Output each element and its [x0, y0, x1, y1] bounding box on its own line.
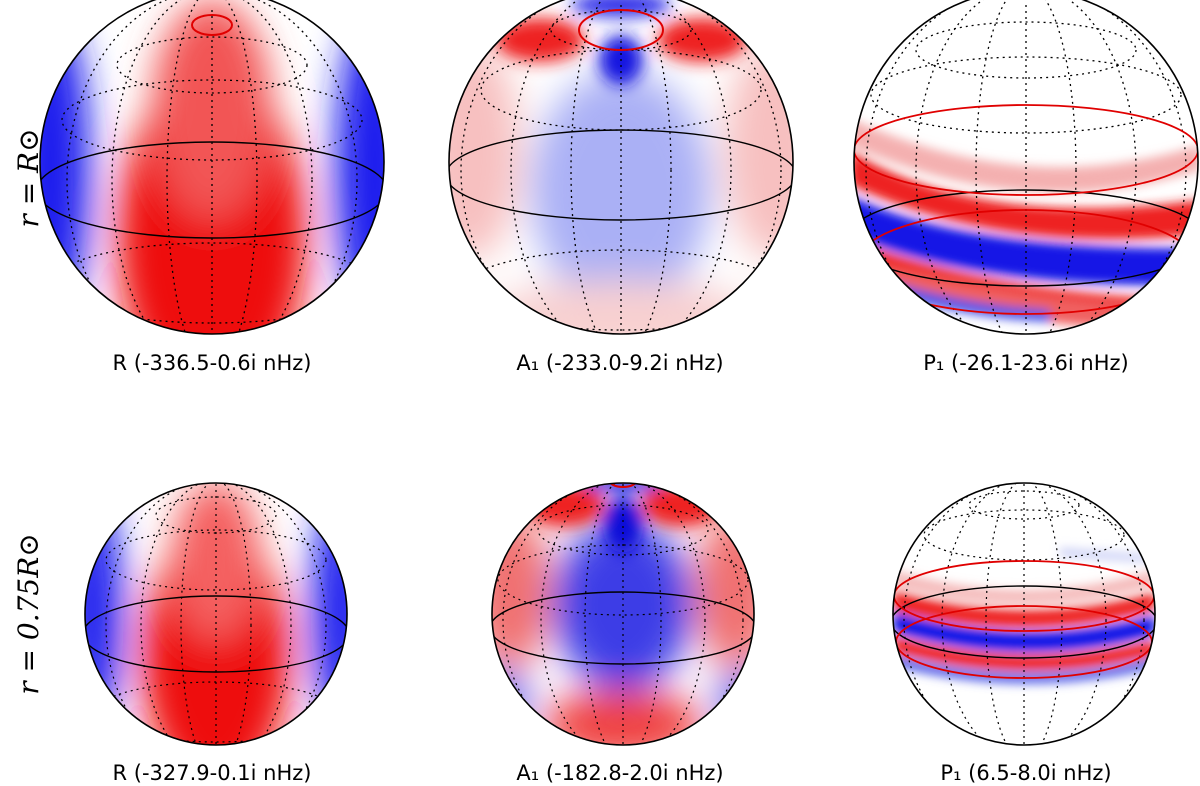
panel-caption: R (-327.9-0.1i nHz): [113, 761, 312, 785]
panel-caption: R (-336.5-0.6i nHz): [113, 351, 312, 375]
row-label-surface: r = R⊙: [12, 128, 45, 227]
sphere-panel-a1-bottom: [491, 482, 755, 746]
panel-caption: P₁ (6.5-8.0i nHz): [940, 761, 1111, 785]
panel-caption: P₁ (-26.1-23.6i nHz): [923, 351, 1128, 375]
sphere-panel-a1-top: [448, 0, 794, 335]
sphere-panel-r-top: [39, 0, 385, 335]
panel-caption: A₁ (-182.8-2.0i nHz): [516, 761, 723, 785]
sphere-panel-p1-bottom: [892, 482, 1156, 746]
row-label-interior: r = 0.75R⊙: [12, 533, 45, 695]
panel-caption: A₁ (-233.0-9.2i nHz): [516, 351, 723, 375]
sphere-panel-p1-top: [853, 0, 1199, 335]
sphere-panel-r-bottom: [84, 482, 348, 746]
